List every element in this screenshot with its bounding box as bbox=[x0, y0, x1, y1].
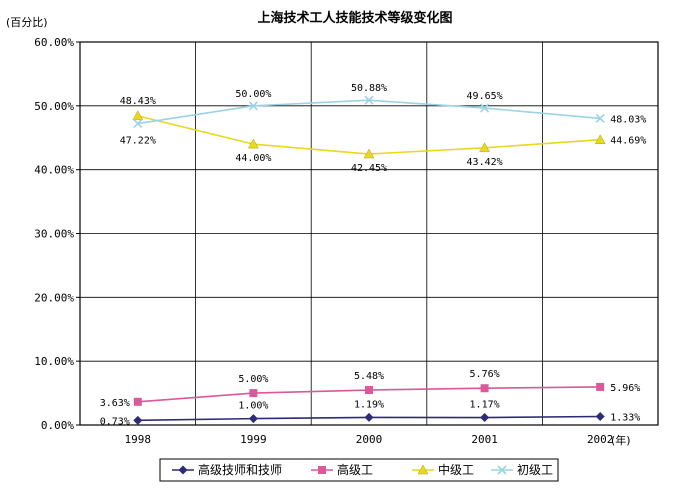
data-label: 1.17% bbox=[470, 400, 500, 411]
data-label: 3.63% bbox=[100, 398, 130, 409]
legend-label: 高级技师和技师 bbox=[198, 462, 282, 477]
data-point-marker bbox=[133, 397, 142, 406]
legend-label: 高级工 bbox=[337, 462, 373, 477]
data-label: 50.00% bbox=[235, 89, 271, 100]
chart-title: 上海技术工人技能技术等级变化图 bbox=[257, 10, 452, 26]
data-point-marker bbox=[249, 389, 258, 398]
data-point-marker bbox=[479, 142, 491, 153]
y-tick-label: 40.00% bbox=[34, 164, 74, 177]
series-group bbox=[132, 95, 606, 425]
legend-marker bbox=[318, 466, 326, 474]
data-point-marker bbox=[595, 412, 605, 422]
y-tick-label: 10.00% bbox=[34, 355, 74, 368]
y-tick-label: 60.00% bbox=[34, 36, 74, 49]
y-axis-label: (百分比) bbox=[6, 16, 48, 29]
data-point-marker bbox=[594, 134, 606, 144]
legend-marker bbox=[178, 465, 188, 475]
data-label: 42.45% bbox=[351, 163, 387, 174]
x-tick-label: 2001 bbox=[471, 433, 498, 446]
y-tick-label: 0.00% bbox=[41, 419, 74, 432]
y-tick-label: 50.00% bbox=[34, 100, 74, 113]
legend-marker bbox=[497, 465, 507, 475]
data-point-marker bbox=[480, 413, 490, 423]
data-label: 1.00% bbox=[238, 401, 268, 412]
x-axis-unit-label: (年) bbox=[611, 433, 631, 447]
data-label: 1.33% bbox=[610, 413, 640, 424]
x-tick-label: 2002 bbox=[587, 433, 614, 446]
data-label: 5.48% bbox=[354, 371, 384, 382]
y-tick-label: 20.00% bbox=[34, 291, 74, 304]
data-point-marker bbox=[248, 414, 258, 424]
data-point-marker bbox=[133, 415, 143, 425]
data-label: 49.65% bbox=[467, 91, 503, 102]
data-labels: 0.73% 1.00% 1.19% 1.17% 1.33% 3.63% 5.00% 5.48%… bbox=[100, 83, 647, 427]
data-label: 5.96% bbox=[610, 383, 640, 394]
data-point-marker bbox=[364, 95, 374, 105]
data-label: 1.19% bbox=[354, 399, 384, 410]
data-point-marker bbox=[595, 113, 605, 123]
x-axis-ticks: 1998 1999 2000 2001 2002 bbox=[125, 433, 614, 446]
legend-label: 中级工 bbox=[438, 462, 474, 477]
legend-box bbox=[159, 458, 559, 482]
data-point-marker bbox=[596, 382, 605, 391]
grid-lines bbox=[80, 41, 658, 425]
data-label: 5.00% bbox=[238, 374, 268, 385]
data-label: 48.43% bbox=[120, 96, 156, 107]
y-axis-ticks: 0.00% 10.00% 20.00% 30.00% 40.00% 50.00% 60.00… bbox=[34, 36, 80, 432]
legend: 高级技师和技师 高级工 中级工 初级工 bbox=[172, 462, 553, 477]
data-label: 50.88% bbox=[351, 83, 387, 94]
data-point-marker bbox=[365, 386, 373, 395]
data-point-marker bbox=[363, 148, 375, 159]
data-point-marker bbox=[364, 412, 374, 422]
data-point-marker bbox=[247, 138, 259, 149]
x-tick-label: 1998 bbox=[125, 433, 152, 446]
data-point-marker bbox=[132, 110, 144, 121]
y-tick-label: 30.00% bbox=[34, 228, 74, 241]
data-label: 5.76% bbox=[470, 369, 500, 380]
data-point-marker bbox=[480, 103, 490, 113]
data-label: 48.03% bbox=[610, 114, 646, 125]
legend-label: 初级工 bbox=[517, 463, 553, 477]
data-label: 0.73% bbox=[100, 416, 130, 427]
data-label: 43.42% bbox=[467, 157, 503, 168]
x-tick-label: 1999 bbox=[240, 433, 267, 446]
data-label: 44.00% bbox=[235, 153, 271, 164]
data-point-marker bbox=[133, 119, 143, 129]
data-point-marker bbox=[480, 384, 489, 393]
data-label: 47.22% bbox=[120, 136, 156, 147]
data-label: 44.69% bbox=[610, 136, 646, 147]
legend-marker bbox=[417, 464, 429, 475]
x-tick-label: 2000 bbox=[356, 433, 383, 446]
data-point-marker bbox=[248, 101, 258, 111]
